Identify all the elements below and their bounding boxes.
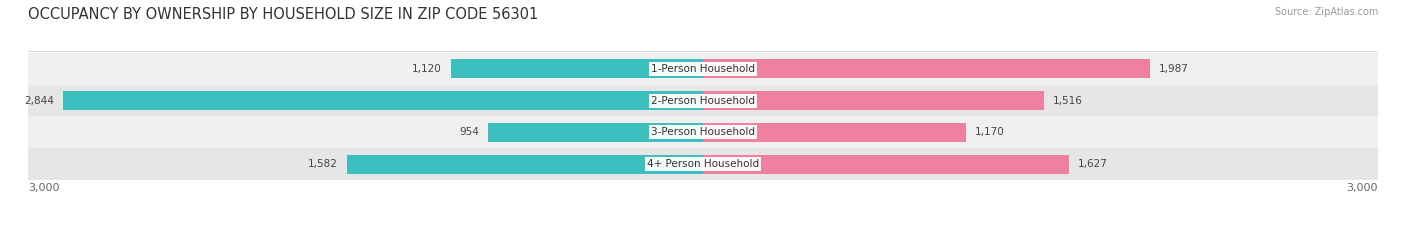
- Text: 954: 954: [460, 127, 479, 137]
- Bar: [703, 123, 966, 142]
- Bar: [347, 155, 703, 174]
- Bar: [488, 123, 703, 142]
- Bar: [451, 59, 703, 78]
- Bar: [28, 116, 1378, 148]
- Text: 3,000: 3,000: [1347, 183, 1378, 193]
- Bar: [28, 148, 1378, 180]
- Bar: [63, 91, 703, 110]
- Text: 1,516: 1,516: [1053, 96, 1083, 106]
- Text: 1-Person Household: 1-Person Household: [651, 64, 755, 74]
- Text: 1,120: 1,120: [412, 64, 441, 74]
- Text: 4+ Person Household: 4+ Person Household: [647, 159, 759, 169]
- Text: Source: ZipAtlas.com: Source: ZipAtlas.com: [1274, 7, 1378, 17]
- Bar: [28, 53, 1378, 85]
- Bar: [28, 85, 1378, 116]
- Text: 2-Person Household: 2-Person Household: [651, 96, 755, 106]
- Text: 1,582: 1,582: [308, 159, 337, 169]
- Text: OCCUPANCY BY OWNERSHIP BY HOUSEHOLD SIZE IN ZIP CODE 56301: OCCUPANCY BY OWNERSHIP BY HOUSEHOLD SIZE…: [28, 7, 538, 22]
- Bar: [703, 91, 1045, 110]
- Text: 3,000: 3,000: [28, 183, 59, 193]
- Text: 2,844: 2,844: [24, 96, 55, 106]
- Text: 3-Person Household: 3-Person Household: [651, 127, 755, 137]
- Text: 1,170: 1,170: [976, 127, 1005, 137]
- Bar: [703, 155, 1069, 174]
- Text: 1,627: 1,627: [1078, 159, 1108, 169]
- Bar: [703, 59, 1150, 78]
- Text: 1,987: 1,987: [1159, 64, 1189, 74]
